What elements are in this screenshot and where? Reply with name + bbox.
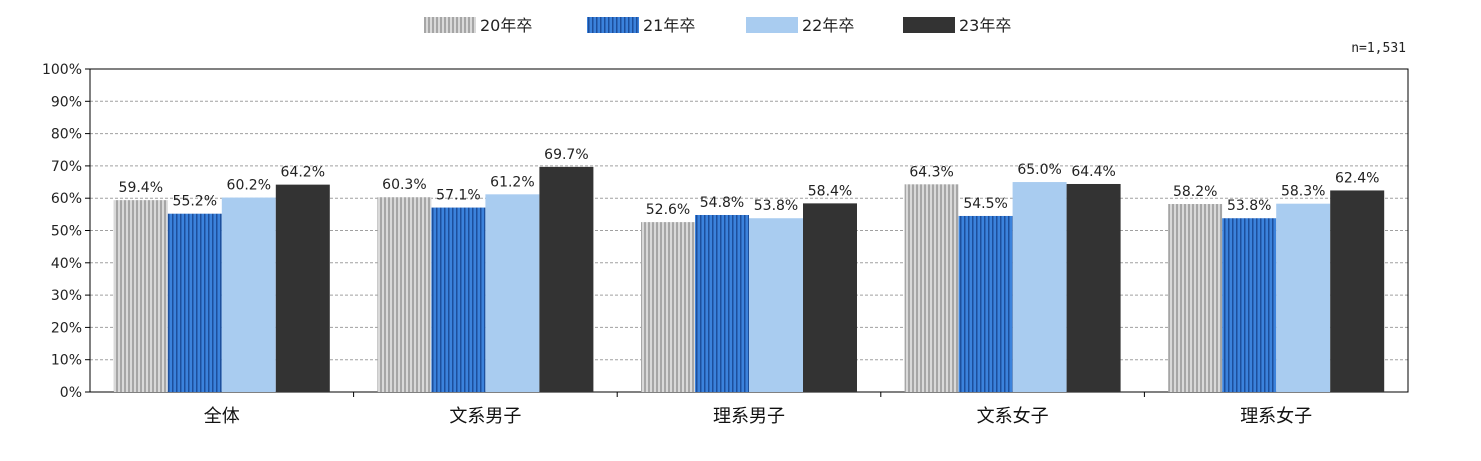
- x-category-label: 文系女子: [977, 406, 1049, 427]
- legend-swatch: [587, 17, 639, 33]
- bar: [1276, 203, 1331, 392]
- legend-swatch: [424, 17, 476, 33]
- bar: [803, 203, 857, 392]
- y-tick-label: 100%: [42, 62, 82, 78]
- data-labels: 59.4% 60.3% 52.6% 64.3% 58.2% 55.2% 57.1% 54.8%…: [119, 147, 1380, 218]
- y-tick-label: 50%: [51, 224, 82, 240]
- bar: [695, 214, 749, 392]
- legend-item: 20年卒: [424, 16, 532, 35]
- data-label: 58.2%: [1173, 184, 1217, 200]
- bar: [377, 197, 432, 392]
- bar: [1330, 190, 1385, 392]
- bar: [1222, 218, 1277, 392]
- bar: [431, 207, 486, 392]
- y-tick-label: 0%: [60, 385, 82, 401]
- bar: [904, 184, 959, 392]
- y-tick-label: 90%: [51, 94, 82, 110]
- y-tick-label: 60%: [51, 191, 82, 207]
- legend-label: 21年卒: [643, 16, 695, 35]
- data-label: 52.6%: [646, 202, 690, 218]
- data-label: 58.3%: [1281, 184, 1325, 200]
- data-label: 59.4%: [119, 180, 163, 196]
- chart-legend: 20年卒 21年卒 22年卒 23年卒: [424, 16, 1011, 35]
- bar: [1168, 204, 1223, 392]
- x-category-label: 文系男子: [449, 406, 521, 427]
- y-tick-label: 10%: [51, 353, 82, 369]
- legend-label: 22年卒: [802, 16, 854, 35]
- bar: [958, 215, 1013, 392]
- data-label: 53.8%: [1227, 198, 1271, 214]
- legend-label: 23年卒: [959, 16, 1011, 35]
- legend-item: 22年卒: [746, 16, 854, 35]
- data-label: 62.4%: [1335, 170, 1379, 186]
- data-label: 60.2%: [227, 178, 271, 194]
- y-tick-label: 80%: [51, 127, 82, 143]
- legend-swatch: [903, 17, 955, 33]
- data-label: 69.7%: [544, 147, 588, 163]
- legend-item: 23年卒: [903, 16, 1011, 35]
- bar: [485, 194, 540, 392]
- y-tick-label: 70%: [51, 159, 82, 175]
- data-label: 57.1%: [436, 188, 480, 204]
- data-label: 64.4%: [1071, 164, 1115, 180]
- data-label: 54.5%: [963, 196, 1007, 212]
- y-tick-label: 20%: [51, 320, 82, 336]
- data-label: 65.0%: [1017, 162, 1061, 178]
- bar: [275, 184, 330, 392]
- data-label: 64.2%: [281, 165, 325, 181]
- bar: [749, 218, 803, 392]
- bar: [167, 213, 222, 392]
- legend-label: 20年卒: [480, 16, 532, 35]
- y-tick-label: 30%: [51, 288, 82, 304]
- data-label: 60.3%: [382, 177, 426, 193]
- bar: [539, 166, 594, 392]
- data-label: 55.2%: [173, 194, 217, 210]
- data-label: 54.8%: [700, 195, 744, 211]
- legend-swatch: [746, 17, 798, 33]
- bar: [641, 222, 695, 392]
- data-label: 53.8%: [754, 198, 798, 214]
- x-axis: 全体 文系男子 理系男子 文系女子 理系女子: [204, 392, 1312, 427]
- data-label: 64.3%: [909, 164, 953, 180]
- bar: [221, 197, 276, 392]
- data-label: 58.4%: [808, 183, 852, 199]
- bar: [1012, 182, 1067, 392]
- bars: [113, 166, 1385, 392]
- y-tick-label: 40%: [51, 256, 82, 272]
- data-label: 61.2%: [490, 174, 534, 190]
- bar: [1066, 183, 1121, 392]
- x-category-label: 理系女子: [1240, 406, 1312, 427]
- sample-size-note: n=1,531: [1351, 41, 1406, 56]
- bar: [113, 200, 168, 392]
- x-category-label: 全体: [204, 406, 240, 427]
- legend-item: 21年卒: [587, 16, 695, 35]
- x-category-label: 理系男子: [713, 406, 785, 427]
